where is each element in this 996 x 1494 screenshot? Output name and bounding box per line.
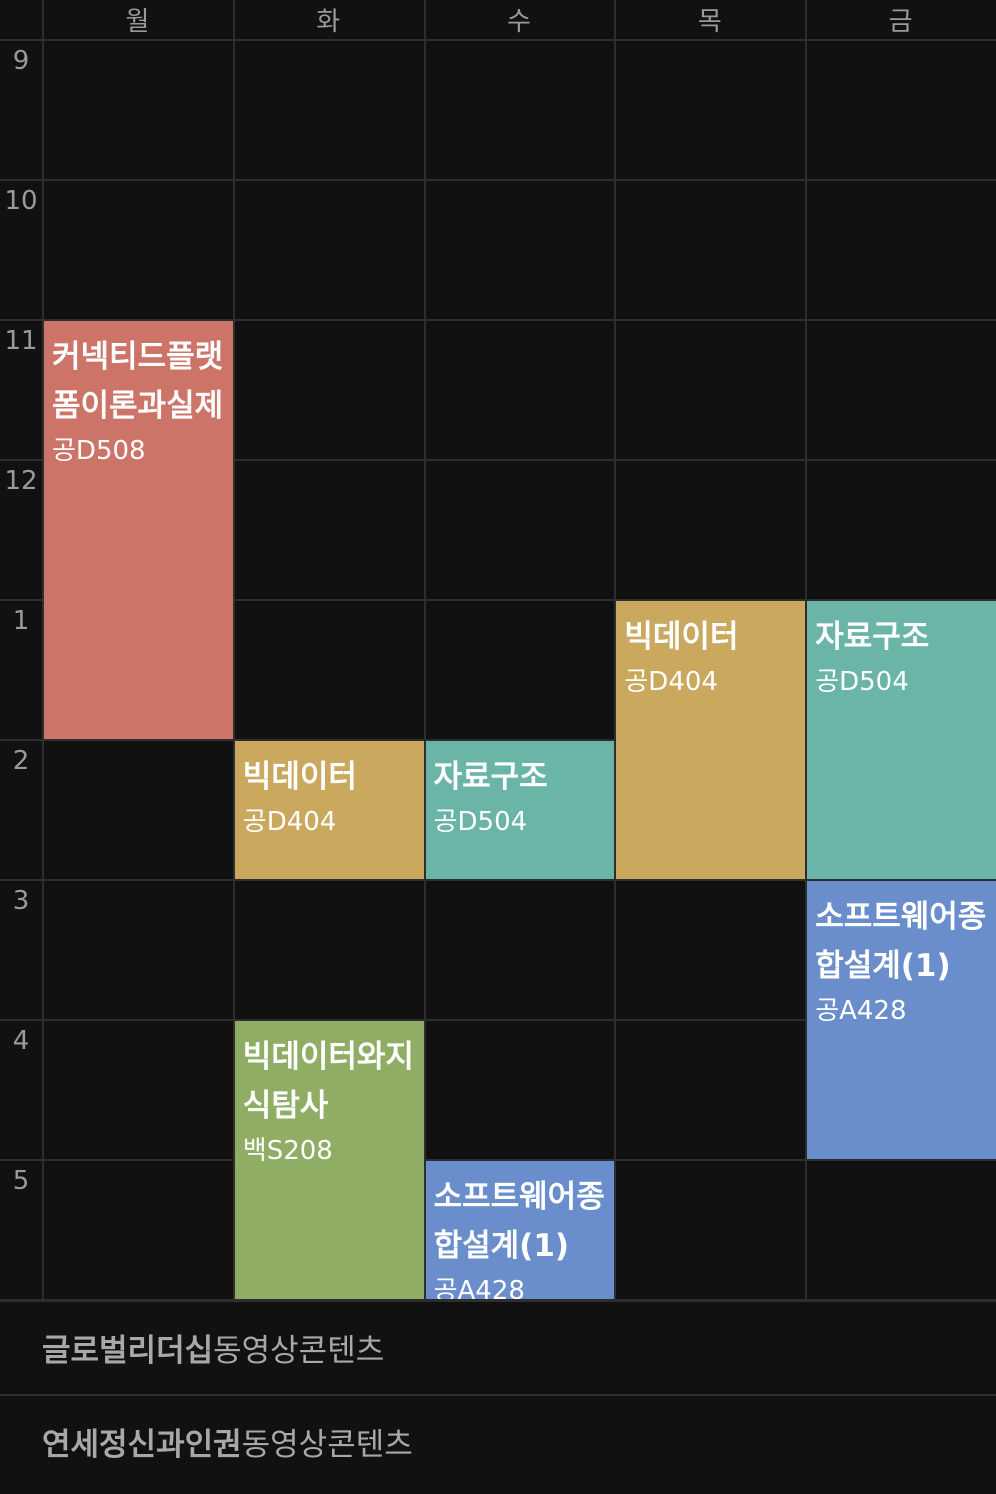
course-title: 소프트웨어종합설계(1) bbox=[433, 1179, 605, 1264]
grid-column-line bbox=[232, 0, 235, 1300]
course-room: 공D504 bbox=[815, 667, 909, 697]
course-title: 커넥티드플랫폼이론과실제 bbox=[52, 339, 224, 424]
course-title: 자료구조 bbox=[815, 619, 930, 655]
course-room: 공D508 bbox=[52, 436, 146, 466]
online-course-name: 연세정신과인권 bbox=[42, 1427, 242, 1463]
day-label: 월 bbox=[125, 7, 150, 37]
online-course-item[interactable]: 연세정신과인권동영상콘텐츠 bbox=[0, 1394, 996, 1488]
day-label: 화 bbox=[316, 7, 341, 37]
hour-label: 9 bbox=[12, 46, 30, 76]
course-title: 빅데이터와지식탐사 bbox=[242, 1039, 414, 1124]
course-title: 소프트웨어종합설계(1) bbox=[815, 899, 987, 984]
grid-row-line bbox=[0, 1019, 996, 1021]
course-title: 빅데이터 bbox=[624, 619, 739, 655]
grid-row-line bbox=[0, 599, 996, 601]
hour-label: 3 bbox=[12, 886, 30, 916]
grid-row-line bbox=[0, 179, 996, 181]
course-block[interactable]: 소프트웨어종합설계(1) 공A428 bbox=[425, 1161, 615, 1299]
hour-label: 12 bbox=[4, 466, 38, 496]
hour-label: 1 bbox=[12, 606, 30, 636]
course-room: 백S208 bbox=[242, 1136, 333, 1166]
grid-row-line bbox=[0, 739, 996, 741]
hour-label: 11 bbox=[4, 326, 38, 356]
grid-column-line bbox=[423, 0, 426, 1300]
day-label: 수 bbox=[507, 7, 531, 37]
course-room: 공D504 bbox=[433, 807, 528, 837]
grid-row-line bbox=[0, 459, 996, 461]
hour-label: 5 bbox=[12, 1166, 30, 1196]
grid-row-line bbox=[0, 39, 996, 41]
grid-row-line bbox=[0, 879, 996, 881]
online-course-name: 글로벌리더십 bbox=[42, 1333, 214, 1369]
online-course-type: 동영상콘텐츠 bbox=[241, 1427, 413, 1463]
course-title: 빅데이터 bbox=[242, 759, 357, 795]
course-title: 자료구조 bbox=[433, 759, 548, 795]
course-room: 공D404 bbox=[624, 667, 718, 697]
course-block[interactable]: 소프트웨어종합설계(1) 공A428 bbox=[807, 881, 996, 1159]
grid-row-line bbox=[0, 1159, 996, 1161]
course-room: 공A428 bbox=[815, 996, 907, 1026]
grid-column-line bbox=[614, 0, 617, 1300]
course-room: 공D404 bbox=[242, 807, 337, 837]
grid-column-line bbox=[805, 0, 808, 1300]
hour-label: 10 bbox=[4, 186, 38, 216]
day-label: 목 bbox=[697, 7, 722, 37]
online-course-item[interactable]: 글로벌리더십동영상콘텐츠 bbox=[0, 1300, 996, 1394]
course-room: 공A428 bbox=[433, 1276, 525, 1299]
day-label: 금 bbox=[888, 7, 913, 37]
hour-label: 4 bbox=[12, 1026, 30, 1056]
grid-column-line bbox=[42, 0, 44, 1300]
online-course-type: 동영상콘텐츠 bbox=[213, 1333, 385, 1369]
hour-label: 2 bbox=[12, 746, 30, 776]
grid-row-line bbox=[0, 319, 996, 321]
